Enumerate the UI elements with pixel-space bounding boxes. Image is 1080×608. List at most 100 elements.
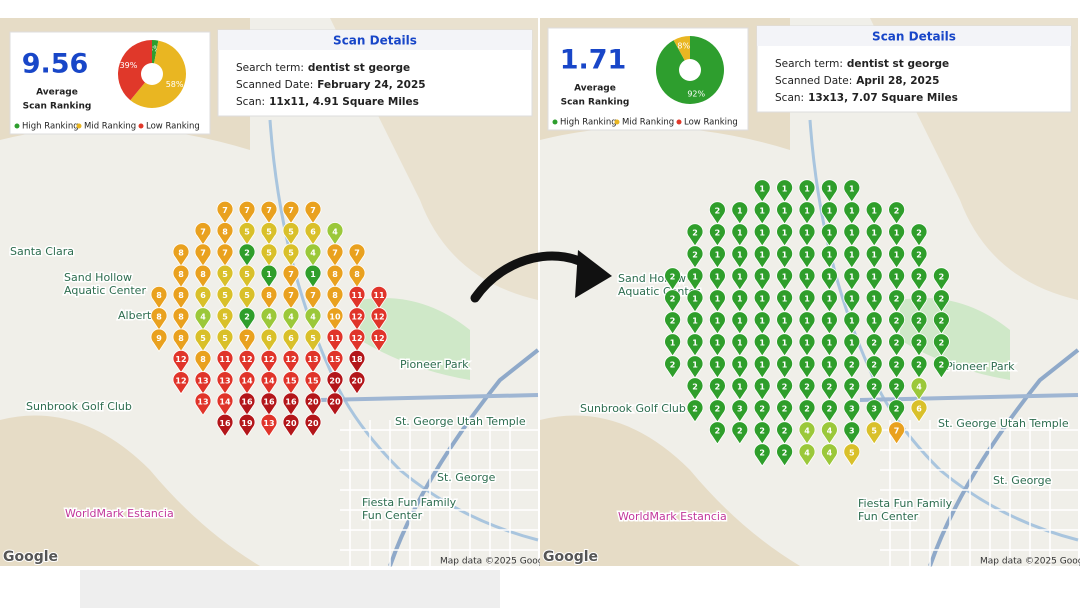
shadow xyxy=(80,570,500,608)
rank-pin xyxy=(282,392,300,416)
rank-label: 1 xyxy=(827,207,833,216)
rank-label: 8 xyxy=(222,227,228,236)
rank-label: 1 xyxy=(782,185,788,194)
rank-pin xyxy=(172,349,190,374)
rank-label: 4 xyxy=(827,427,833,436)
rank-label: 1 xyxy=(827,339,833,348)
rank-pin xyxy=(776,377,793,401)
rank-label: 1 xyxy=(871,229,877,238)
rank-label: 2 xyxy=(715,207,721,216)
rank-pin xyxy=(865,355,883,379)
rank-pin xyxy=(150,328,168,353)
rank-pin xyxy=(664,333,681,357)
rank-label: 2 xyxy=(939,273,945,282)
rank-label: 4 xyxy=(266,313,272,322)
rank-label: 1 xyxy=(692,317,698,326)
rank-pin xyxy=(238,243,256,267)
rank-pin xyxy=(843,399,861,423)
rank-pin xyxy=(865,421,883,445)
rank-label: 1 xyxy=(804,317,810,326)
map-label: Alberts xyxy=(118,309,157,322)
rank-label: 12 xyxy=(175,376,186,385)
rank-pin xyxy=(753,267,771,291)
rank-pin xyxy=(216,392,234,416)
rank-label: 2 xyxy=(692,229,698,238)
rank-pin xyxy=(753,289,771,313)
legend-dot xyxy=(676,119,682,125)
legend-label: Mid Ranking xyxy=(84,122,136,132)
rank-label: 8 xyxy=(332,291,338,300)
rank-label: 2 xyxy=(916,273,922,282)
rank-pin xyxy=(194,243,212,267)
details-label: Search term: xyxy=(236,62,304,74)
rank-pin xyxy=(888,311,905,335)
rank-label: 7 xyxy=(894,427,900,436)
rank-label: 2 xyxy=(715,383,721,392)
rank-label: 12 xyxy=(285,355,296,364)
rank-label: 1 xyxy=(827,251,833,260)
rank-label: 2 xyxy=(692,383,698,392)
rank-label: 1 xyxy=(759,185,765,194)
rank-pin xyxy=(753,355,771,379)
rank-label: 7 xyxy=(310,291,316,300)
rank-pin xyxy=(888,377,905,401)
map-label: Pioneer Park xyxy=(946,360,1015,373)
rank-label: 2 xyxy=(939,339,945,348)
rank-label: 1 xyxy=(715,317,721,326)
rank-label: 1 xyxy=(804,273,810,282)
rank-pin xyxy=(282,264,300,289)
rank-label: 1 xyxy=(827,185,833,194)
rank-pin xyxy=(731,311,749,335)
rank-pin xyxy=(686,355,704,379)
rank-pin xyxy=(686,399,704,423)
rank-pin xyxy=(888,267,905,291)
details-value: dentist st george xyxy=(847,58,949,70)
rank-pin xyxy=(172,307,190,331)
rank-pin xyxy=(821,179,838,203)
rank-label: 1 xyxy=(737,251,743,260)
rank-pin xyxy=(910,355,928,379)
rank-pin xyxy=(933,311,950,335)
rank-pin xyxy=(798,223,816,247)
rank-label: 9 xyxy=(156,334,162,343)
pie-label: 92% xyxy=(687,90,705,99)
rank-label: 2 xyxy=(871,383,877,392)
rank-pin xyxy=(216,222,234,246)
rank-label: 1 xyxy=(759,295,765,304)
rank-pin xyxy=(304,392,322,416)
rank-pin xyxy=(709,399,726,423)
rank-pin xyxy=(304,349,322,374)
rank-label: 12 xyxy=(241,355,252,364)
rank-label: 2 xyxy=(782,405,788,414)
rank-pin xyxy=(776,355,793,379)
rank-pin xyxy=(753,399,771,423)
rank-label: 1 xyxy=(849,273,855,282)
pie-label: 58% xyxy=(166,80,184,89)
rank-label: 11 xyxy=(351,291,363,300)
average-caption: Average xyxy=(36,88,78,98)
rank-label: 1 xyxy=(782,207,788,216)
rank-label: 8 xyxy=(266,291,272,300)
rank-label: 1 xyxy=(692,361,698,370)
rank-pin xyxy=(282,328,300,353)
rank-label: 7 xyxy=(288,291,294,300)
details-line: Scanned Date: April 28, 2025 xyxy=(775,75,939,87)
rank-label: 15 xyxy=(329,355,341,364)
rank-label: 16 xyxy=(285,398,297,407)
rank-label: 2 xyxy=(715,229,721,238)
rank-label: 2 xyxy=(871,339,877,348)
rank-pin xyxy=(282,200,300,225)
rank-label: 6 xyxy=(266,334,272,343)
stats-card: 1.71 Average Scan Ranking 92% High Ranking 8%… xyxy=(547,27,749,131)
rank-pin xyxy=(304,286,322,310)
details-value: February 24, 2025 xyxy=(317,79,425,91)
rank-label: 2 xyxy=(894,207,900,216)
rank-label: 20 xyxy=(329,376,341,385)
rank-pin xyxy=(326,243,344,267)
scan-details: Scan Details Search term: dentist st georg… xyxy=(756,25,1072,113)
rank-label: 2 xyxy=(759,427,765,436)
rank-label: 2 xyxy=(670,361,676,370)
rank-pin xyxy=(370,307,388,331)
legend-dot xyxy=(552,119,558,125)
rank-pin xyxy=(348,349,366,374)
